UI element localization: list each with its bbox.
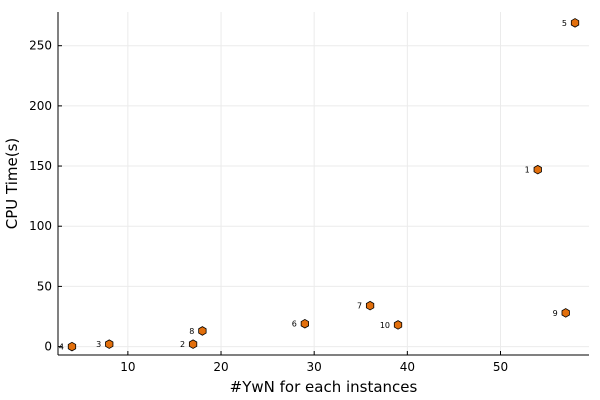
y-axis-label: CPU Time(s) [3,138,21,230]
data-points [67,18,580,352]
point-label: 1 [525,166,530,175]
point-label: 5 [562,19,567,28]
x-tick-label: 40 [400,360,415,374]
point-label: 10 [380,321,390,330]
data-point [300,318,309,329]
point-label: 4 [59,343,64,352]
x-tick-label: 10 [120,360,135,374]
point-label: 9 [553,309,558,318]
y-tick-label: 150 [29,159,52,173]
data-point [393,320,403,330]
y-tick-label: 200 [29,99,52,113]
x-tick-label: 50 [493,360,508,374]
data-point [570,18,580,28]
data-point [198,326,207,336]
tick-labels: 10 20 30 40 50 0 50 100 150 200 250 [29,39,508,374]
point-label: 3 [96,340,101,349]
y-tick-label: 250 [29,39,52,53]
x-tick-label: 20 [213,360,228,374]
data-point [67,341,77,352]
axes [57,12,589,356]
point-label: 8 [189,327,194,336]
y-tick-label: 50 [37,279,52,293]
point-labels: 1 2 3 4 5 6 7 8 9 10 [59,19,567,352]
data-point [188,339,198,349]
point-label: 6 [292,320,297,329]
x-tick-label: 30 [307,360,322,374]
grid [58,12,589,355]
y-tick-label: 100 [29,219,52,233]
point-label: 2 [180,340,185,349]
data-point [365,300,375,311]
data-point [533,164,542,175]
y-tick-label: 0 [44,340,52,354]
data-point [105,339,114,349]
x-axis-label: #YwN for each instances [230,378,418,396]
data-point [561,308,570,318]
point-label: 7 [357,302,362,311]
